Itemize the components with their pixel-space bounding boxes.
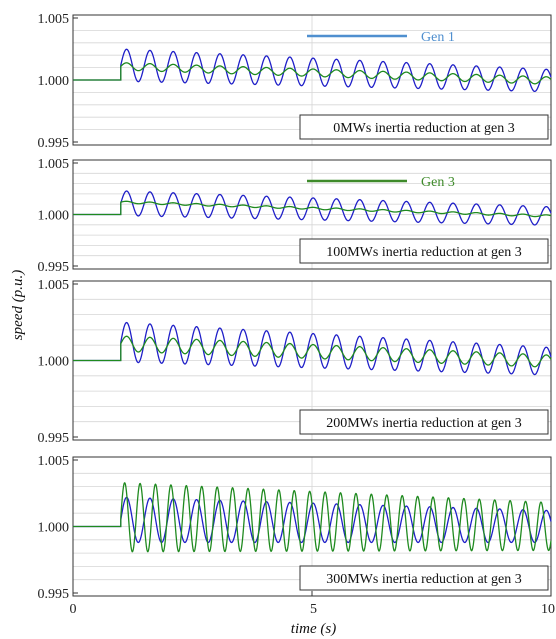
panel-3: 1.005 1.000 0.995 200MWs inertia reduction … <box>38 278 552 446</box>
y-tick-label: 1.000 <box>38 355 70 370</box>
x-tick-label: 5 <box>310 602 317 617</box>
y-tick-label: 1.005 <box>38 278 70 293</box>
y-tick-label: 0.995 <box>38 260 70 275</box>
x-tick-label: 0 <box>70 602 77 617</box>
annotation-box <box>299 238 549 264</box>
annotation-box <box>299 409 549 435</box>
y-tick-label: 1.000 <box>38 521 70 536</box>
y-tick-label: 1.005 <box>38 454 70 469</box>
y-tick-label: 1.005 <box>38 157 70 172</box>
series-line-gen-3 <box>73 62 552 85</box>
annotation-text: 300MWs inertia reduction at gen 3 <box>326 572 522 587</box>
series-line-gen-3 <box>73 200 552 218</box>
x-axis-label: time (s) <box>291 621 336 637</box>
annotation-text: 100MWs inertia reduction at gen 3 <box>326 245 522 260</box>
y-axis-label: speed (p.u.) <box>10 270 26 340</box>
legend-label: Gen 1 <box>421 30 455 45</box>
annotation-text: 200MWs inertia reduction at gen 3 <box>326 416 522 431</box>
y-tick-label: 1.000 <box>38 209 70 224</box>
series-line-gen-1 <box>73 321 552 376</box>
y-tick-label: 1.005 <box>38 12 70 27</box>
y-tick-label: 0.995 <box>38 431 70 446</box>
panel-4: 1.005 1.000 0.995 300MWs inertia reduction … <box>38 454 552 602</box>
y-tick-label: 1.000 <box>38 74 70 89</box>
panel-2: 1.005 1.000 0.995 100MWs inertia reduction … <box>38 157 552 275</box>
series-line-gen-1 <box>73 48 552 93</box>
panel-1: 1.005 1.000 0.995 0MWs inertia reduction at… <box>38 12 552 151</box>
annotation-box <box>299 114 549 140</box>
x-tick-label: 10 <box>541 602 555 617</box>
series-line-gen-3 <box>73 482 552 553</box>
series-line-gen-3 <box>73 335 552 368</box>
annotation-box <box>299 565 549 591</box>
legend-label: Gen 3 <box>421 175 455 190</box>
series-line-gen-1 <box>73 190 552 226</box>
y-tick-label: 0.995 <box>38 136 70 151</box>
x-axis: 0 5 10 time (s) <box>70 602 556 637</box>
series-line-gen-1 <box>73 496 552 544</box>
y-tick-label: 0.995 <box>38 587 70 602</box>
chart-panels: 1.005 1.000 0.995 0MWs inertia reduction at… <box>38 12 552 602</box>
annotation-text: 0MWs inertia reduction at gen 3 <box>333 121 515 136</box>
